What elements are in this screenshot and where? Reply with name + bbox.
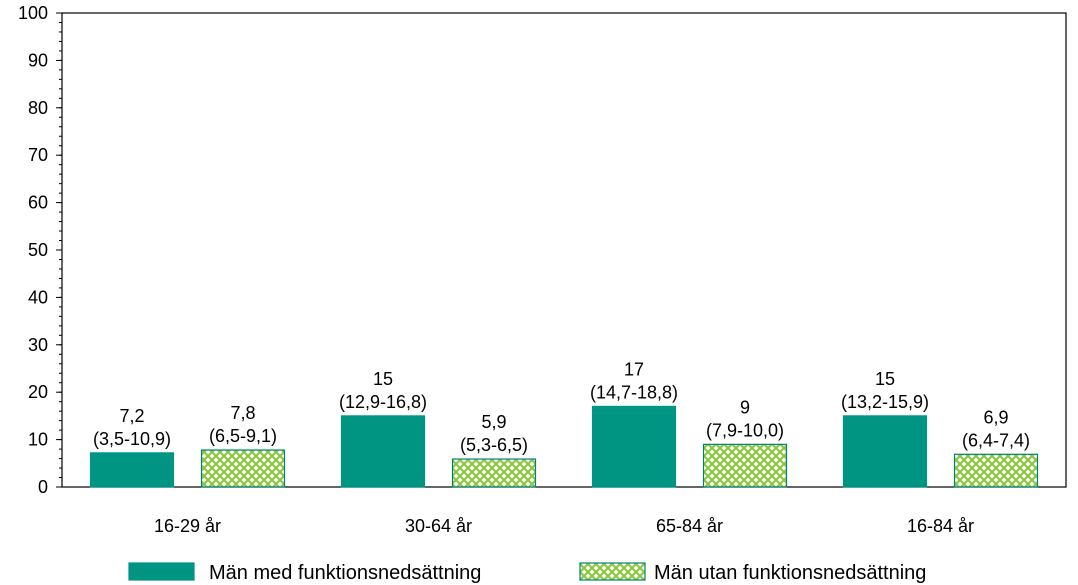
- y-tick-label: 20: [28, 382, 48, 402]
- bar: [953, 453, 1039, 488]
- data-label-interval: (3,5-10,9): [93, 429, 171, 449]
- bar: [200, 449, 286, 488]
- y-tick-label: 90: [28, 50, 48, 70]
- bar: [451, 458, 537, 488]
- data-labels: 7,2 (3,5-10,9) 7,8 (6,5-9,1) 15 (12,9-16,8) 5,…: [93, 359, 1030, 455]
- y-tick-label: 60: [28, 193, 48, 213]
- bar: [591, 405, 677, 488]
- y-tick-label: 70: [28, 145, 48, 165]
- data-label-value: 15: [373, 369, 393, 389]
- y-tick-label: 10: [28, 430, 48, 450]
- y-tick-label: 50: [28, 240, 48, 260]
- data-label-value: 17: [624, 359, 644, 379]
- y-tick-label: 40: [28, 287, 48, 307]
- x-tick-label: 65-84 år: [656, 516, 723, 536]
- bar: [702, 443, 788, 488]
- legend-label: Män med funktionsnedsättning: [209, 562, 481, 584]
- x-tick-label: 30-64 år: [405, 516, 472, 536]
- data-label-value: 7,8: [230, 403, 255, 423]
- bars: [89, 405, 1039, 488]
- legend-label: Män utan funktionsnedsättning: [654, 562, 926, 584]
- data-label-interval: (14,7-18,8): [590, 382, 678, 402]
- data-label-value: 9: [740, 397, 750, 417]
- data-label-value: 7,2: [119, 406, 144, 426]
- legend-swatch: [128, 562, 195, 581]
- data-label-value: 15: [875, 369, 895, 389]
- data-label-interval: (12,9-16,8): [339, 392, 427, 412]
- data-label-interval: (7,9-10,0): [706, 420, 784, 440]
- data-label-interval: (5,3-6,5): [460, 435, 528, 455]
- y-tick-label: 30: [28, 335, 48, 355]
- x-tick-label: 16-29 år: [154, 516, 221, 536]
- y-tick-label: 80: [28, 98, 48, 118]
- legend: Män med funktionsnedsättning Män utan fun…: [128, 562, 926, 584]
- y-tick-label: 100: [18, 3, 48, 23]
- axes: 0 10 20 30 40 50 60 70 80 90 100 16-29 år 30-64 år 65…: [18, 3, 1067, 536]
- data-label-value: 5,9: [481, 412, 506, 432]
- legend-swatch: [579, 562, 646, 581]
- bar: [89, 452, 175, 488]
- data-label-interval: (13,2-15,9): [841, 392, 929, 412]
- x-tick-label: 16-84 år: [907, 516, 974, 536]
- y-tick-label: 0: [38, 477, 48, 497]
- bar: [340, 415, 426, 488]
- data-label-value: 6,9: [983, 407, 1008, 427]
- data-label-interval: (6,5-9,1): [209, 426, 277, 446]
- data-label-interval: (6,4-7,4): [962, 430, 1030, 450]
- bar: [842, 415, 928, 488]
